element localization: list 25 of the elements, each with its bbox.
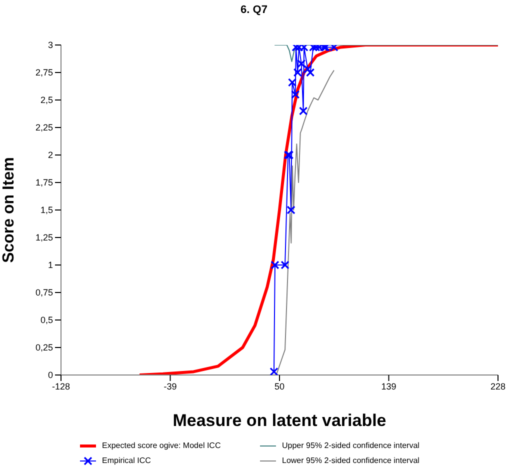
y-tick-label: 2,5 [40,95,53,106]
y-tick-label: 0,75 [35,288,53,298]
legend-label: Upper 95% 2-sided confidence interval [282,441,420,450]
legend-label: Lower 95% 2-sided confidence interval [282,456,420,465]
x-tick-label: -128 [52,381,70,392]
x-tick-label: 139 [381,381,396,392]
y-tick-label: 2,75 [35,68,53,78]
y-tick-label: 2 [48,150,53,160]
y-tick-label: 1,75 [35,178,53,188]
x-axis-title: Measure on latent variable [172,411,386,430]
y-tick-label: 2,25 [35,122,53,133]
y-tick-label: 1,25 [35,232,53,243]
y-tick-label: 1,5 [40,205,53,216]
y-tick-label: 0 [48,370,53,380]
legend-label: Empirical ICC [102,456,151,465]
x-tick-label: 228 [490,381,506,392]
legend-label: Expected score ogive: Model ICC [102,441,221,450]
y-tick-label: 0,25 [35,342,53,353]
chart-title: 6. Q7 [240,4,268,16]
y-tick-label: 3 [48,40,53,50]
y-tick-label: 1 [48,260,53,270]
x-tick-label: -39 [164,381,177,392]
x-tick-label: 50 [274,381,285,392]
y-tick-label: 0,5 [40,315,53,326]
y-axis-title: Score on Item [0,157,18,263]
